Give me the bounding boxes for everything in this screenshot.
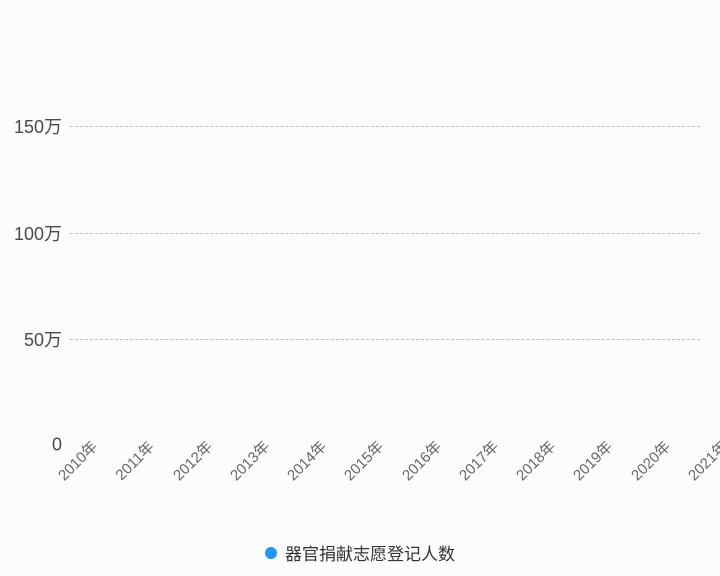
gridline <box>70 126 700 127</box>
legend: 器官捐献志愿登记人数 <box>0 540 720 565</box>
chart-container: 050万100万150万 2010年2011年2012年2013年2014年20… <box>0 0 720 576</box>
y-tick-label: 100万 <box>14 220 62 246</box>
y-tick-label: 50万 <box>24 326 62 352</box>
gridline <box>70 233 700 234</box>
legend-label: 器官捐献志愿登记人数 <box>285 540 455 565</box>
y-tick-label: 150万 <box>14 113 62 139</box>
plot-area <box>70 20 700 445</box>
gridline <box>70 339 700 340</box>
x-axis: 2010年2011年2012年2013年2014年2015年2016年2017年… <box>0 445 720 505</box>
legend-marker <box>265 547 277 559</box>
